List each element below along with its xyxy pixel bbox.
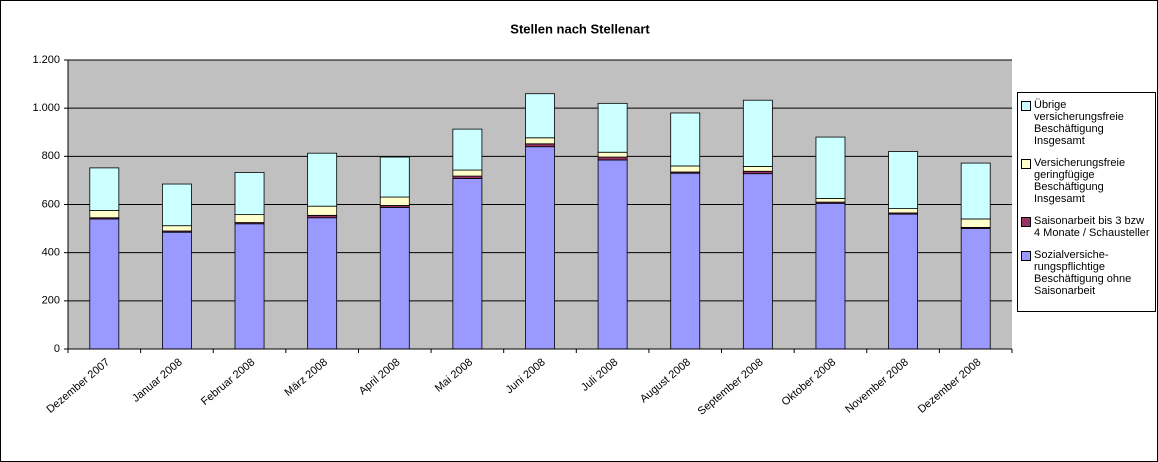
y-tick-label: 200 [42, 295, 60, 307]
legend-item: Versicherungsfreie geringfügige Beschäft… [1021, 157, 1155, 205]
legend-item: Übrige versicherungsfreie Beschäftigung … [1021, 99, 1155, 147]
bar-segment [670, 172, 701, 350]
bar-segment [307, 217, 338, 350]
legend: Übrige versicherungsfreie Beschäftigung … [1017, 92, 1156, 312]
y-tick-label: 600 [42, 198, 60, 210]
bar-segment [452, 169, 483, 177]
legend-item: Saisonarbeit bis 3 bzw 4 Monate / Schaus… [1021, 215, 1155, 239]
bar-segment [161, 225, 192, 232]
bar-segment [379, 156, 410, 198]
legend-swatch [1021, 101, 1031, 111]
legend-label: Übrige versicherungsfreie Beschäftigung … [1034, 99, 1124, 147]
bar-segment [234, 223, 265, 350]
bar-segment [234, 172, 265, 216]
legend-label: Versicherungsfreie geringfügige Beschäft… [1034, 157, 1126, 205]
legend-label: Saisonarbeit bis 3 bzw 4 Monate / Schaus… [1034, 215, 1150, 239]
bar-segment [234, 214, 265, 223]
bar-segment [888, 213, 918, 350]
bar-segment [888, 208, 918, 214]
legend-swatch [1021, 217, 1031, 227]
bar-segment [888, 151, 918, 209]
bar-segment [960, 218, 991, 228]
bar-segment [742, 166, 773, 172]
y-tick-label: 1.200 [32, 54, 60, 66]
bar-segment [815, 136, 846, 199]
bar-segment [525, 143, 555, 148]
y-tick-label: 1.000 [32, 102, 60, 114]
bar-segment [307, 152, 338, 207]
bar-segment [161, 183, 192, 227]
y-tick-label: 400 [42, 247, 60, 259]
bar-segment [452, 128, 483, 171]
bar-segment [89, 167, 120, 211]
bar-segment [815, 198, 846, 203]
y-tick-label: 0 [54, 343, 60, 355]
bar-segment [670, 112, 701, 167]
chart-title: Stellen nach Stellenart [510, 21, 650, 36]
bar-segment [597, 159, 628, 350]
bar-segment [597, 151, 628, 158]
bar-segment [960, 162, 991, 220]
bar-segment [161, 231, 192, 350]
bar-segment [525, 93, 555, 139]
bar-segment [597, 102, 628, 153]
legend-item: Sozialversiche-rungspflichtige Beschäfti… [1021, 249, 1155, 297]
bar-segment [89, 210, 120, 219]
bar-segment [670, 165, 701, 173]
bar-segment [307, 205, 338, 216]
legend-swatch [1021, 159, 1031, 169]
legend-label: Sozialversiche-rungspflichtige Beschäfti… [1034, 249, 1132, 297]
bar-segment [525, 137, 555, 145]
bar-segment [452, 178, 483, 350]
bar-segment [960, 228, 991, 350]
bar-segment [89, 218, 120, 350]
bar-segment [379, 206, 410, 350]
legend-swatch [1021, 251, 1031, 261]
bar-segment [379, 196, 410, 206]
bar-segment [742, 173, 773, 350]
bar-segment [742, 99, 773, 167]
bar-segment [815, 202, 846, 350]
bar-segment [525, 146, 555, 350]
y-tick-label: 800 [42, 150, 60, 162]
bar-segment [597, 156, 628, 161]
